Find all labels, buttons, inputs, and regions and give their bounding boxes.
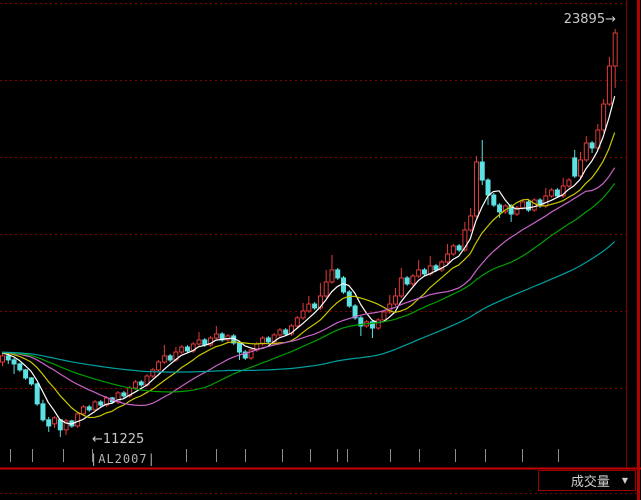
volume-selector-label: 成交量 — [570, 475, 610, 490]
contract-label: |AL2007| — [90, 452, 156, 466]
low-price-label: 11225 — [102, 432, 145, 447]
volume-indicator-selector[interactable]: 成交量 ▼ — [538, 470, 636, 491]
arrow-right-icon: → — [605, 12, 616, 27]
low-price-annotation: ←11225 — [92, 433, 144, 447]
high-price-label: 23895 — [563, 12, 606, 27]
arrow-left-icon: ← — [92, 432, 103, 447]
chevron-down-icon[interactable]: ▼ — [621, 476, 628, 485]
high-price-annotation: 23895→ — [564, 13, 616, 27]
